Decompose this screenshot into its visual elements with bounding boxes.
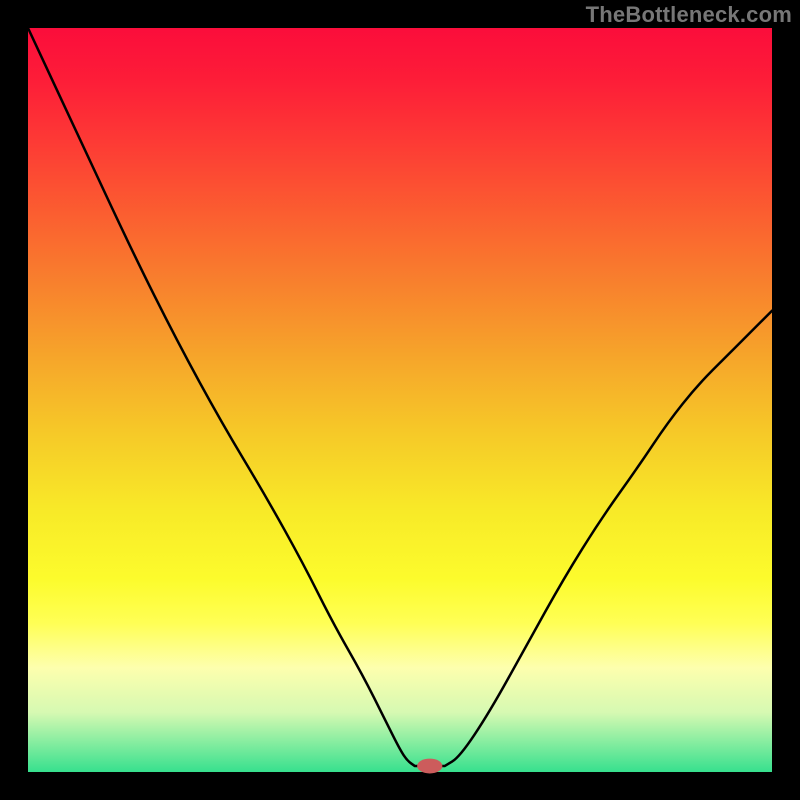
plot-area: [28, 28, 772, 772]
watermark-text: TheBottleneck.com: [586, 2, 792, 28]
optimal-point-marker: [417, 759, 442, 774]
